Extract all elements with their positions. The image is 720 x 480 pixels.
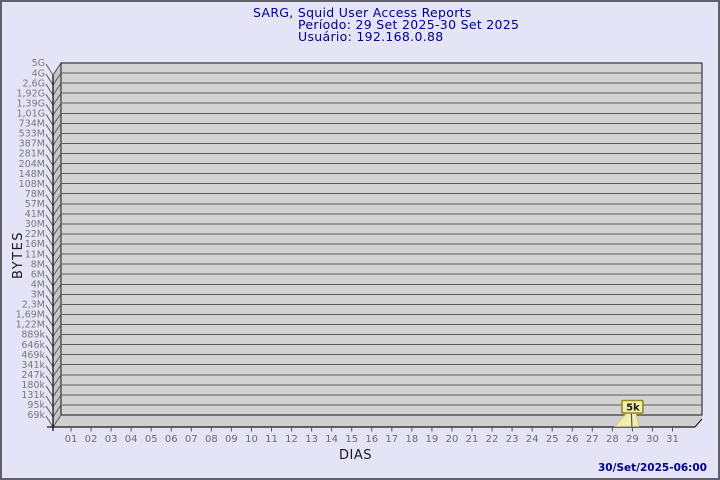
x-axis-title: DIAS	[339, 448, 372, 463]
y-tick-label: 148M	[19, 169, 45, 180]
y-tick-label: 95k	[27, 400, 45, 411]
y-tick-label: 4G	[32, 68, 45, 79]
floor-3d	[53, 415, 702, 427]
x-tick-label: 26	[566, 434, 579, 445]
x-tick-label: 02	[85, 434, 98, 445]
y-tick-label: 16M	[25, 239, 45, 250]
y-tick-label: 8M	[31, 259, 45, 270]
y-tick-label: 180k	[21, 380, 45, 391]
x-tick-label: 27	[586, 434, 599, 445]
x-tick-label: 19	[426, 434, 439, 445]
x-tick-label: 08	[205, 434, 218, 445]
y-tick-label: 78M	[25, 189, 45, 200]
x-tick-label: 05	[145, 434, 158, 445]
y-tick-label: 1,69M	[16, 310, 45, 321]
x-tick-label: 04	[125, 434, 138, 445]
x-tick-label: 17	[385, 434, 398, 445]
y-tick-label: 387M	[19, 139, 45, 150]
x-tick-label: 01	[65, 434, 78, 445]
balloon-stem	[630, 413, 633, 427]
y-tick-label: 2,6G	[23, 78, 45, 89]
x-tick-label: 23	[506, 434, 519, 445]
y-tick-label: 1,92G	[16, 88, 45, 99]
x-tick-label: 12	[285, 434, 298, 445]
y-tick-label: 247k	[21, 370, 45, 381]
x-tick-label: 03	[105, 434, 118, 445]
x-tick-label: 22	[486, 434, 499, 445]
y-tick-label: 341k	[21, 360, 45, 371]
x-tick-label: 14	[325, 434, 338, 445]
y-tick-label: 41M	[25, 209, 45, 220]
x-tick-label: 31	[666, 434, 679, 445]
x-tick-label: 30	[646, 434, 659, 445]
y-tick-label: 2,3M	[22, 300, 45, 311]
x-tick-label: 20	[446, 434, 459, 445]
x-tick-label: 24	[526, 434, 539, 445]
x-tick-label: 15	[345, 434, 358, 445]
x-tick-label: 29	[626, 434, 639, 445]
y-tick-label: 1,39G	[16, 98, 45, 109]
y-tick-label: 6M	[31, 269, 45, 280]
y-tick-label: 4M	[31, 279, 45, 290]
y-tick-label: 69k	[27, 410, 45, 421]
x-tick-label: 09	[225, 434, 238, 445]
y-tick-label: 22M	[25, 229, 45, 240]
y-axis-title: BYTES	[11, 230, 26, 279]
y-tick-label: 3M	[31, 290, 45, 301]
balloon-value-label: 5k	[626, 403, 640, 414]
x-tick-label: 16	[365, 434, 378, 445]
y-tick-label: 1,01G	[16, 108, 45, 119]
page-title: SARG, Squid User Access Reports	[253, 5, 472, 20]
y-tick-label: 57M	[25, 199, 45, 210]
y-tick-label: 131k	[21, 390, 45, 401]
y-tick-label: 5G	[32, 58, 45, 69]
y-tick-label: 281M	[19, 149, 45, 160]
y-tick-label: 1,22M	[16, 320, 45, 331]
x-tick-label: 06	[165, 434, 178, 445]
y-tick-label: 204M	[19, 159, 45, 170]
y-tick-label: 108M	[19, 179, 45, 190]
plot-area	[60, 62, 703, 416]
report-user: Usuário: 192.168.0.88	[298, 29, 444, 44]
x-tick-label: 18	[405, 434, 418, 445]
x-tick-label: 13	[305, 434, 318, 445]
x-tick-label: 07	[185, 434, 198, 445]
y-tick-label: 533M	[19, 129, 45, 140]
x-tick-label: 21	[466, 434, 479, 445]
report-period: Período: 29 Set 2025-30 Set 2025	[298, 17, 520, 32]
x-tick-label: 25	[546, 434, 559, 445]
floor-corner-edge	[694, 418, 703, 428]
y-tick-label: 646k	[21, 340, 45, 351]
x-tick-label: 28	[606, 434, 619, 445]
x-tick-label: 10	[245, 434, 258, 445]
y-tick-label: 469k	[21, 350, 45, 361]
y-tick-label: 11M	[25, 249, 45, 260]
y-tick-label: 30M	[25, 219, 45, 230]
y-tick-label: 734M	[19, 119, 45, 130]
y-tick-label: 889k	[21, 330, 45, 341]
generated-timestamp: 30/Set/2025-06:00	[598, 462, 707, 474]
data-point-balloon	[621, 399, 644, 414]
x-tick-label: 11	[265, 434, 278, 445]
